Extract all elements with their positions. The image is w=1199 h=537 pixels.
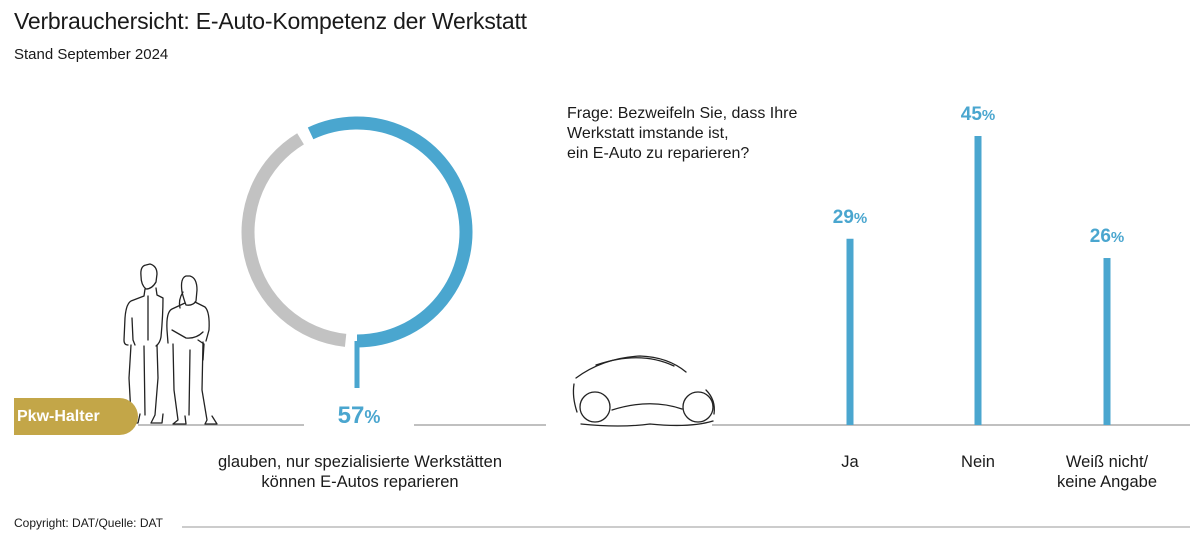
donut-chart [241,116,473,388]
category-label-weiss-nicht: Weiß nicht/ keine Angabe [1037,452,1177,492]
category-label-line: Weiß nicht/ [1065,453,1149,471]
category-label-line: Nein [961,453,995,471]
bar-value-unit: % [981,107,996,124]
pkw-halter-badge: Pkw-Halter [14,398,138,435]
copyright-note: Copyright: DAT/Quelle: DAT [14,516,163,530]
survey-question: Frage: Bezweifeln Sie, dass Ihre Werksta… [567,104,797,164]
bar-value-label-ja: 29% [805,207,895,229]
chart-subtitle: Stand September 2024 [14,46,169,63]
donut-value-number: 57 [337,402,365,429]
question-line: Werkstatt imstande ist, [567,125,729,142]
category-label-line: Ja [841,453,859,471]
donut-value-label: 57% [304,402,414,430]
car-illustration-icon [572,355,715,427]
question-line: ein E-Auto zu reparieren? [567,145,750,162]
donut-segment-value [307,116,473,348]
bar-chart [846,136,1111,425]
category-label-line: keine Angabe [1056,473,1157,491]
bar-value-unit: % [853,209,868,227]
bar-value-unit: % [1110,229,1125,247]
bar-value-number: 45 [960,104,982,125]
donut-caption-line: können E-Autos reparieren [261,473,459,491]
bar-value-number: 26 [1089,226,1111,248]
category-label-ja: Ja [780,452,920,472]
bar-value-label-weiss-nicht: 26% [1062,226,1152,248]
donut-value-unit: % [364,407,381,427]
people-illustration-icon [123,263,218,425]
bar-value-label-nein: 45% [933,104,1023,126]
question-line: Frage: Bezweifeln Sie, dass Ihre [567,105,798,122]
chart-title: Verbrauchersicht: E-Auto-Kompetenz der W… [14,8,527,34]
badge-label: Pkw-Halter [17,407,100,425]
bar-value-number: 29 [832,206,854,228]
donut-caption: glauben, nur spezialisierte Werkstätten … [190,452,530,492]
bar-nein [974,136,982,425]
category-label-nein: Nein [908,452,1048,472]
bar-ja [846,238,854,425]
bar-weiss-nicht [1103,258,1111,425]
donut-caption-line: glauben, nur spezialisierte Werkstätten [217,453,502,471]
donut-segment-rest [241,133,347,347]
